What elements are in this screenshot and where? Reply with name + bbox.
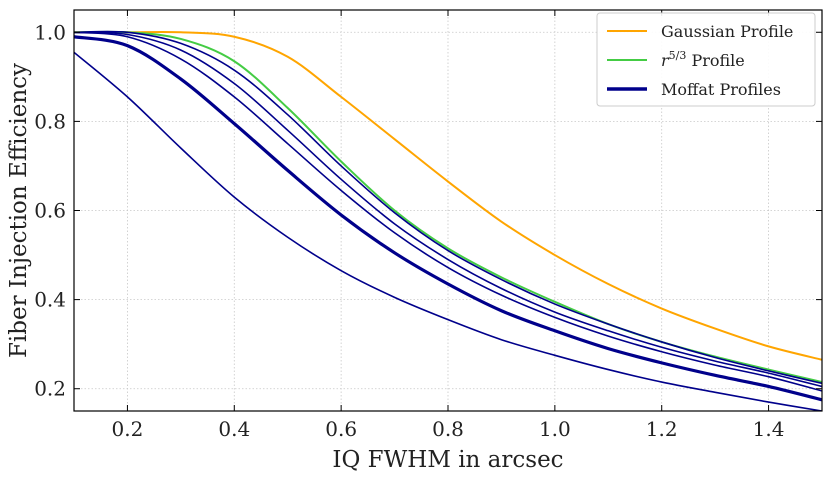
legend-label: r5/3 Profile xyxy=(661,49,745,70)
y-axis-label: Fiber Injection Efficiency xyxy=(6,63,32,358)
x-tick-label: 1.0 xyxy=(539,417,571,441)
series-line-6 xyxy=(74,35,822,402)
x-tick-label: 1.4 xyxy=(753,417,785,441)
series-lines xyxy=(74,30,822,411)
y-tick-label: 0.6 xyxy=(34,199,66,223)
x-tick-label: 0.4 xyxy=(218,417,250,441)
series-line-7 xyxy=(74,51,822,411)
series-line-4 xyxy=(74,31,822,388)
series-line-5 xyxy=(74,31,822,392)
series-line-1 xyxy=(74,30,822,361)
legend-box xyxy=(596,12,816,107)
legend-label: Moffat Profiles xyxy=(661,80,781,99)
y-tick-label: 0.8 xyxy=(34,109,66,133)
axis-ticks: 0.2 0.4 0.6 0.8 1.0 1.2 1.4 0.2 0.4 0.6 0.8 1.0 xyxy=(34,10,822,441)
y-tick-label: 0.4 xyxy=(34,288,66,312)
legend-label: Gaussian Profile xyxy=(661,22,793,41)
x-tick-label: 1.2 xyxy=(646,417,678,441)
y-tick-label: 1.0 xyxy=(34,20,66,44)
y-tick-label: 0.2 xyxy=(34,377,66,401)
series-line-3 xyxy=(74,30,822,385)
legend: Gaussian Profile r5/3 Profile Moffat Profi… xyxy=(596,12,816,107)
x-tick-label: 0.6 xyxy=(325,417,357,441)
x-tick-label: 0.8 xyxy=(432,417,464,441)
x-axis-label: IQ FWHM in arcsec xyxy=(332,447,563,473)
x-tick-label: 0.2 xyxy=(112,417,144,441)
